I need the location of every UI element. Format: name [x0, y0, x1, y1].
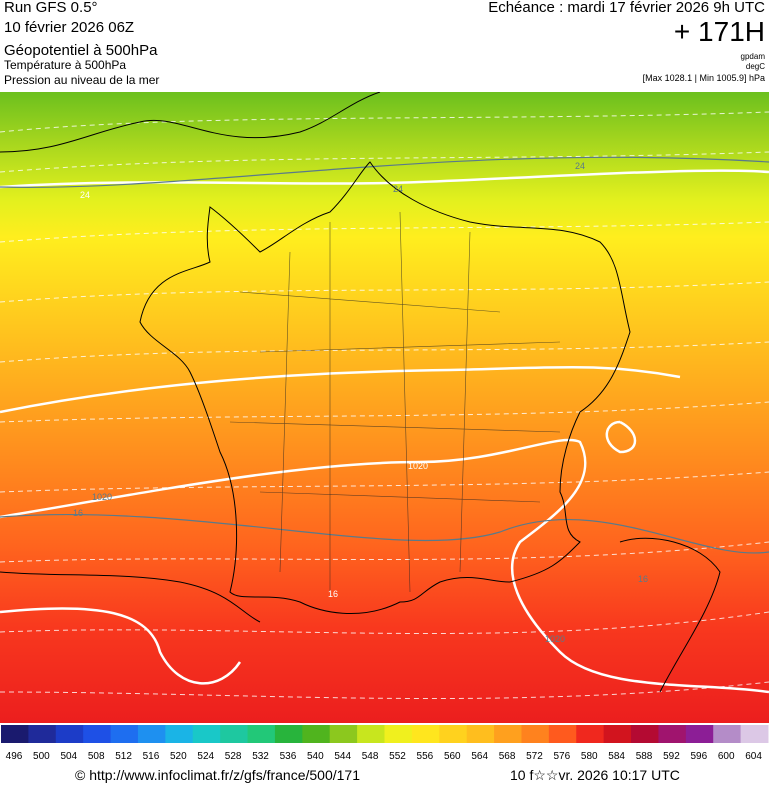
colorbar-swatch [357, 725, 385, 743]
colorbar-swatch [521, 725, 550, 743]
colorbar-tick-label: 588 [636, 751, 653, 762]
colorbar-swatch [329, 725, 358, 743]
colorbar-tick-label: 520 [170, 751, 187, 762]
colorbar-swatch [576, 725, 605, 743]
map: 24 24 24 1020 1020 16 16 16 1020 [0, 92, 769, 723]
run-date: 10 février 2026 06Z [4, 19, 135, 36]
colorbar-tick-label: 508 [88, 751, 105, 762]
lead-time: + 171H [673, 16, 765, 47]
pressure-range: [Max 1028.1 | Min 1005.9] hPa [642, 73, 765, 83]
colorbar-tick-label: 524 [197, 751, 214, 762]
source-url: © http://www.infoclimat.fr/z/gfs/france/… [75, 767, 360, 783]
colorbar-swatch [220, 725, 249, 743]
colorbar-swatch [740, 725, 769, 743]
isobars [0, 169, 769, 694]
contour-label: 1020 [545, 634, 565, 644]
borders [229, 211, 561, 593]
colorbar-swatch [685, 725, 714, 743]
colorbar-tick-label: 596 [690, 751, 707, 762]
colorbar-swatch [494, 725, 522, 743]
coastlines [0, 92, 721, 693]
colorbar-tick-label: 516 [143, 751, 160, 762]
colorbar-tick-label: 556 [417, 751, 434, 762]
colorbar-tick-label: 552 [389, 751, 406, 762]
colorbar-tick-label: 500 [33, 751, 50, 762]
temperature-lines [0, 156, 769, 554]
colorbar-swatch [247, 725, 276, 743]
colorbar-swatch [603, 725, 632, 743]
run-label: Run GFS 0.5° [4, 0, 98, 16]
colorbar-swatch [192, 725, 221, 743]
colorbar-tick-label: 560 [444, 751, 461, 762]
colorbar-tick-label: 584 [608, 751, 625, 762]
colorbar-swatch [631, 725, 659, 743]
contour-label: 16 [638, 574, 648, 584]
colorbar-tick-label: 576 [554, 751, 571, 762]
colorbar-swatch [28, 725, 57, 743]
colorbar-swatch [1, 725, 29, 743]
generated-time: 10 f☆☆vr. 2026 10:17 UTC [510, 767, 680, 783]
contour-label: 1020 [92, 492, 112, 502]
colorbar-tick-label: 568 [499, 751, 516, 762]
colorbar-swatch [548, 725, 577, 743]
colorbar-swatch [713, 725, 742, 743]
contour-label: 24 [393, 184, 403, 194]
temperature-field [0, 92, 769, 723]
colorbar-tick-label: 580 [581, 751, 598, 762]
contour-label: 16 [328, 589, 338, 599]
colorbar-tick-label: 600 [718, 751, 735, 762]
layer-label: Pression au niveau de la mer [4, 73, 160, 87]
colorbar: 496 500 504 508 512 516 520 524 528 532 536 540 544 5… [1, 725, 769, 762]
colorbar-swatch [137, 725, 166, 743]
colorbar-swatch [411, 725, 440, 743]
unit-label: degC [745, 62, 765, 71]
colorbar-swatch [165, 725, 194, 743]
colorbar-tick-label: 604 [745, 751, 762, 762]
colorbar-tick-label: 512 [115, 751, 132, 762]
colorbar-swatch [302, 725, 331, 743]
colorbar-swatch [384, 725, 413, 743]
colorbar-tick-label: 592 [663, 751, 680, 762]
colorbar-tick-label: 548 [362, 751, 379, 762]
colorbar-swatch [55, 725, 84, 743]
colorbar-tick-label: 572 [526, 751, 543, 762]
contour-label: 24 [575, 161, 585, 171]
unit-label: gpdam [740, 52, 765, 61]
contour-label: 24 [80, 190, 90, 200]
temperature-contours [0, 111, 769, 700]
layer-label: Température à 500hPa [4, 58, 127, 72]
valid-time: Echéance : mardi 17 février 2026 9h UTC [488, 0, 765, 16]
colorbar-swatch [274, 725, 303, 743]
colorbar-tick-label: 536 [280, 751, 297, 762]
colorbar-tick-label: 544 [334, 751, 351, 762]
colorbar-tick-label: 496 [6, 751, 23, 762]
contour-label: 1020 [408, 461, 428, 471]
colorbar-swatch [110, 725, 139, 743]
colorbar-swatch [83, 725, 112, 743]
colorbar-tick-label: 532 [252, 751, 269, 762]
colorbar-tick-label: 540 [307, 751, 324, 762]
colorbar-tick-label: 504 [60, 751, 77, 762]
layer-label: Géopotentiel à 500hPa [4, 42, 158, 59]
colorbar-tick-label: 528 [225, 751, 242, 762]
colorbar-swatch [658, 725, 687, 743]
colorbar-swatch [466, 725, 495, 743]
contour-label: 16 [73, 508, 83, 518]
colorbar-tick-label: 564 [471, 751, 488, 762]
colorbar-swatch [439, 725, 468, 743]
